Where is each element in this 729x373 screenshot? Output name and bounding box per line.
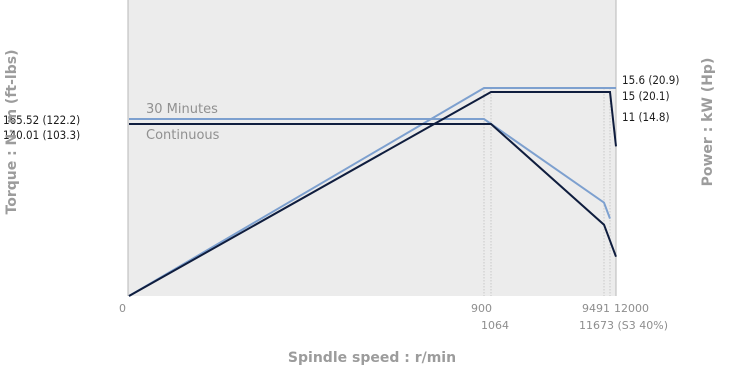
left-tick-torque-30-min: 165.52 (122.2) (3, 113, 80, 127)
y-axis-title-left: Torque : N· m (ft-lbs) (4, 50, 20, 215)
series-layer (128, 87, 617, 297)
series-label-continuous: Continuous (146, 128, 220, 143)
series-line-torque-continuous (129, 123, 617, 258)
x-tick-1064: 1064 (481, 319, 509, 332)
right-tick-power-30-min: 15.6 (20.9) (622, 73, 679, 87)
x-tick-9491: 9491 (582, 302, 610, 315)
left-tick-torque-continuous: 140.01 (103.3) (3, 128, 80, 142)
x-tick-11673: 11673 (S3 40%) (579, 319, 668, 332)
x-axis-title: Spindle speed : r/min (288, 350, 456, 366)
right-tick-power-end: 11 (14.8) (622, 110, 670, 124)
x-tick-900: 900 (471, 302, 492, 315)
y-axis-title-right: Power : kW (Hp) (700, 58, 716, 187)
series-line-torque-30-minutes (129, 118, 611, 219)
series-label-30-minutes: 30 Minutes (146, 102, 218, 117)
plot-area (128, 0, 616, 296)
series-line-power-continuous (128, 91, 617, 297)
series-line-power-30-minutes (128, 87, 616, 297)
x-tick-0: 0 (119, 302, 126, 315)
right-tick-power-continuous: 15 (20.1) (622, 89, 670, 103)
x-tick-12000: 12000 (614, 302, 649, 315)
